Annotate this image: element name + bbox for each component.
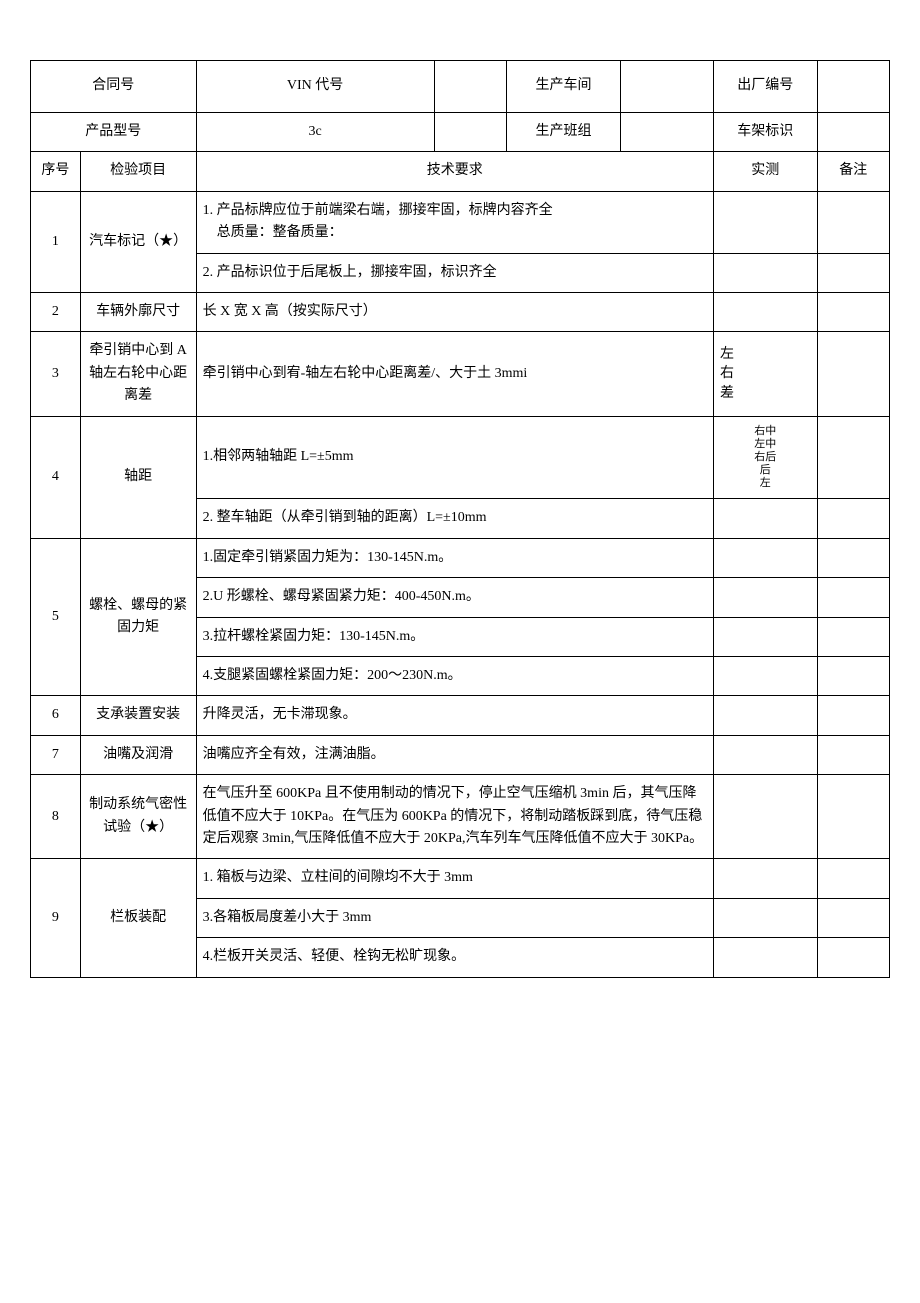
note-5-4 xyxy=(817,657,890,696)
meas-8 xyxy=(714,775,817,859)
label-contract: 合同号 xyxy=(31,61,197,113)
meas-4-1: 右中 左中 右后 后 左 xyxy=(714,416,817,499)
seq-6: 6 xyxy=(31,696,81,735)
seq-2: 2 xyxy=(31,292,81,331)
col-item: 检验项目 xyxy=(80,152,196,191)
meas-1-2 xyxy=(714,253,817,292)
label-model: 产品型号 xyxy=(31,113,197,152)
value-workshop xyxy=(620,61,713,113)
meas-6 xyxy=(714,696,817,735)
seq-4: 4 xyxy=(31,416,81,538)
item-6: 支承装置安装 xyxy=(80,696,196,735)
label-team: 生产班组 xyxy=(507,113,621,152)
note-1-2 xyxy=(817,253,890,292)
req-2: 长 X 宽 X 高（按实际尺寸） xyxy=(196,292,713,331)
meas-5-3 xyxy=(714,617,817,656)
meas-9-2 xyxy=(714,898,817,937)
item-8: 制动系统气密性试验（★） xyxy=(80,775,196,859)
note-5-2 xyxy=(817,578,890,617)
meas-3: 左 右 差 xyxy=(714,332,817,416)
meas-4-2 xyxy=(714,499,817,538)
req-5-3: 3.拉杆螺栓紧固力矩：130-145N.m。 xyxy=(196,617,713,656)
note-4-1 xyxy=(817,416,890,499)
note-9-1 xyxy=(817,859,890,898)
value-team xyxy=(620,113,713,152)
req-4-1: 1.相邻两轴轴距 L=±5mm xyxy=(196,416,713,499)
item-5: 螺栓、螺母的紧固力矩 xyxy=(80,538,196,696)
value-factory-no xyxy=(817,61,890,113)
note-2 xyxy=(817,292,890,331)
req-4-2: 2. 整车轴距（从牵引销到轴的距离）L=±10mm xyxy=(196,499,713,538)
item-9: 栏板装配 xyxy=(80,859,196,977)
label-vin: VIN 代号 xyxy=(196,61,434,113)
col-seq: 序号 xyxy=(31,152,81,191)
note-9-2 xyxy=(817,898,890,937)
seq-9: 9 xyxy=(31,859,81,977)
note-4-2 xyxy=(817,499,890,538)
item-7: 油嘴及润滑 xyxy=(80,735,196,774)
note-1-1 xyxy=(817,191,890,253)
item-2: 车辆外廓尺寸 xyxy=(80,292,196,331)
col-req: 技术要求 xyxy=(196,152,713,191)
label-frame-id: 车架标识 xyxy=(714,113,817,152)
item-1: 汽车标记（★） xyxy=(80,191,196,292)
meas-7 xyxy=(714,735,817,774)
seq-3: 3 xyxy=(31,332,81,416)
seq-1: 1 xyxy=(31,191,81,292)
req-9-2: 3.各箱板局度差小大于 3mm xyxy=(196,898,713,937)
note-5-3 xyxy=(817,617,890,656)
req-8: 在气压升至 600KPa 且不使用制动的情况下，停止空气压缩机 3min 后，其… xyxy=(196,775,713,859)
col-meas: 实测 xyxy=(714,152,817,191)
meas-1-1 xyxy=(714,191,817,253)
req-9-3: 4.栏板开关灵活、轻便、栓钩无松旷现象。 xyxy=(196,938,713,977)
meas-9-3 xyxy=(714,938,817,977)
seq-5: 5 xyxy=(31,538,81,696)
item-4: 轴距 xyxy=(80,416,196,538)
note-6 xyxy=(817,696,890,735)
item-3: 牵引销中心到 A 轴左右轮中心距离差 xyxy=(80,332,196,416)
meas-9-1 xyxy=(714,859,817,898)
meas-5-1 xyxy=(714,538,817,577)
meas-5-4 xyxy=(714,657,817,696)
col-note: 备注 xyxy=(817,152,890,191)
label-factory-no: 出厂编号 xyxy=(714,61,817,113)
req-7: 油嘴应齐全有效，注满油脂。 xyxy=(196,735,713,774)
note-8 xyxy=(817,775,890,859)
req-5-2: 2.U 形螺栓、螺母紧固紧力矩：400-450N.m。 xyxy=(196,578,713,617)
seq-8: 8 xyxy=(31,775,81,859)
req-1-1: 1. 产品标牌应位于前端梁右端，挪接牢固，标牌内容齐全 总质量：整备质量： xyxy=(196,191,713,253)
value-frame-id xyxy=(817,113,890,152)
req-5-4: 4.支腿紧固螺栓紧固力矩：200〜230N.m。 xyxy=(196,657,713,696)
value-model: 3c xyxy=(196,113,434,152)
meas-2 xyxy=(714,292,817,331)
req-1-2: 2. 产品标识位于后尾板上，挪接牢固，标识齐全 xyxy=(196,253,713,292)
note-3 xyxy=(817,332,890,416)
req-3: 牵引销中心到宥-轴左右轮中心距离差/、大于土 3mmi xyxy=(196,332,713,416)
value-model-blank xyxy=(434,113,506,152)
note-7 xyxy=(817,735,890,774)
note-9-3 xyxy=(817,938,890,977)
req-6: 升降灵活，无卡滞现象。 xyxy=(196,696,713,735)
note-5-1 xyxy=(817,538,890,577)
req-5-1: 1.固定牵引销紧固力矩为：130-145N.m。 xyxy=(196,538,713,577)
req-9-1: 1. 箱板与边梁、立柱间的间隙均不大于 3mm xyxy=(196,859,713,898)
inspection-table: 合同号 VIN 代号 生产车间 出厂编号 产品型号 3c 生产班组 车架标识 序… xyxy=(30,60,890,978)
seq-7: 7 xyxy=(31,735,81,774)
label-workshop: 生产车间 xyxy=(507,61,621,113)
value-vin xyxy=(434,61,506,113)
meas-5-2 xyxy=(714,578,817,617)
